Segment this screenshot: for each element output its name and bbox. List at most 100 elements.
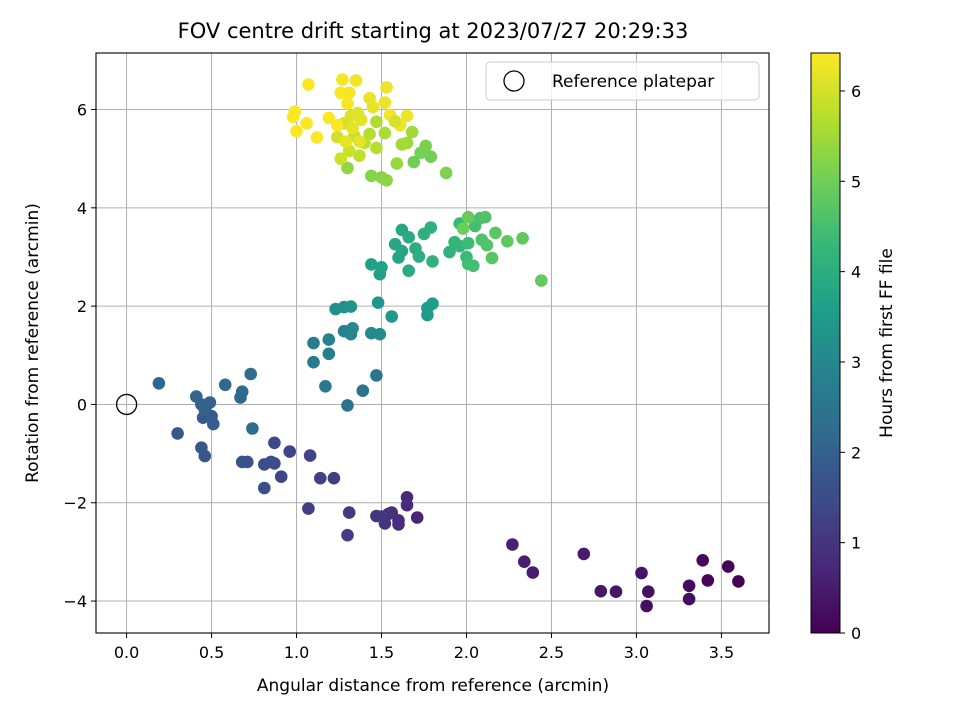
scatter-point (307, 355, 320, 369)
x-tick-label: 0.0 (114, 643, 139, 662)
x-tick-label: 1.5 (369, 643, 394, 662)
scatter-point (682, 592, 696, 606)
scatter-point (405, 125, 419, 139)
colorbar-tick-label: 2 (851, 443, 861, 462)
scatter-point (302, 78, 315, 91)
scatter-point (526, 566, 540, 579)
scatter-point (385, 310, 399, 323)
scatter-point (419, 139, 433, 153)
scatter-point (258, 481, 271, 495)
y-tick-label: 4 (77, 199, 87, 218)
scatter-point (410, 511, 424, 524)
x-tick-label: 1.0 (284, 643, 309, 662)
scatter-point (426, 255, 439, 268)
y-tick-label: 2 (77, 297, 87, 316)
scatter-point (501, 235, 514, 248)
scatter-point (341, 97, 354, 110)
scatter-point (461, 210, 475, 224)
scatter-point (346, 121, 359, 135)
y-tick-label: 0 (77, 395, 87, 414)
scatter-point (682, 579, 696, 593)
colorbar-tick-label: 5 (851, 172, 861, 191)
scatter-point (461, 236, 475, 250)
scatter-point (577, 547, 591, 561)
y-axis-ticks: −4 −2 0 2 4 6 (63, 101, 96, 611)
scatter-point (319, 380, 332, 393)
scatter-point (402, 231, 416, 244)
colorbar-tick-label: 3 (851, 353, 861, 372)
scatter-point (373, 327, 387, 341)
scatter-point (424, 150, 438, 163)
scatter-point (365, 169, 378, 183)
scatter-point (349, 74, 363, 87)
scatter-point (732, 575, 745, 588)
scatter-point (370, 115, 383, 129)
scatter-point (443, 245, 456, 259)
scatter-point (302, 502, 315, 515)
scatter-point (341, 161, 354, 175)
scatter-point (388, 237, 402, 251)
x-axis-ticks: 0.0 0.5 1.0 1.5 2.0 2.5 3.0 3.5 (114, 633, 734, 662)
scatter-point (353, 149, 366, 162)
scatter-point (390, 157, 404, 170)
y-tick-label: −4 (63, 592, 87, 611)
scatter-point (307, 336, 320, 350)
scatter-point (518, 555, 531, 568)
scatter-point (290, 124, 303, 138)
scatter-point (336, 73, 349, 86)
reference-marker-group (115, 393, 138, 416)
legend-label: Reference platepar (552, 72, 714, 92)
scatter-point (268, 436, 281, 450)
scatter-point (395, 138, 409, 151)
scatter-point (195, 441, 208, 455)
scatter-point (516, 232, 529, 245)
scatter-point (370, 509, 383, 523)
plot-frame (95, 52, 770, 634)
scatter-point (353, 135, 366, 148)
scatter-point (439, 166, 453, 180)
x-tick-label: 0.5 (199, 643, 224, 662)
scatter-point (478, 210, 492, 224)
scatter-point (380, 81, 393, 94)
chart-title: FOV centre drift starting at 2023/07/27 … (178, 19, 689, 43)
x-tick-label: 3.0 (624, 643, 649, 662)
reference-marker (115, 393, 138, 416)
scatter-point (274, 470, 288, 484)
scatter-point (365, 258, 378, 271)
scatter-point (258, 458, 271, 471)
scatter-point (342, 506, 356, 519)
scatter-point (235, 455, 249, 469)
scatter-point (198, 403, 212, 417)
scatter-point (354, 113, 368, 127)
scatter-point (380, 174, 393, 187)
scatter-point (701, 574, 715, 587)
colorbar (810, 52, 841, 634)
scatter-point (246, 422, 259, 435)
colorbar-tick-label: 6 (851, 82, 861, 101)
scatter-point (407, 155, 421, 169)
x-tick-label: 2.0 (454, 643, 479, 662)
scatter-point (402, 264, 416, 278)
scatter-points (152, 73, 745, 613)
scatter-point (426, 297, 439, 311)
scatter-point (341, 399, 354, 412)
scatter-point (370, 141, 383, 155)
colorbar-ticks: 0 1 2 3 4 5 6 (840, 82, 861, 643)
scatter-point (152, 377, 166, 390)
scatter-point (310, 131, 324, 144)
scatter-point (535, 274, 548, 287)
scatter-point (346, 322, 359, 335)
y-tick-label: 6 (77, 101, 87, 120)
scatter-point (171, 427, 184, 440)
scatter-point (370, 369, 383, 382)
scatter-point (244, 367, 257, 381)
colorbar-label: Hours from first FF file (877, 248, 897, 438)
scatter-point (314, 471, 327, 485)
scatter-point (467, 259, 480, 273)
scatter-point (283, 445, 297, 458)
legend: Reference platepar (485, 61, 760, 101)
legend-marker-open-circle (503, 70, 525, 92)
x-tick-label: 2.5 (539, 643, 564, 662)
